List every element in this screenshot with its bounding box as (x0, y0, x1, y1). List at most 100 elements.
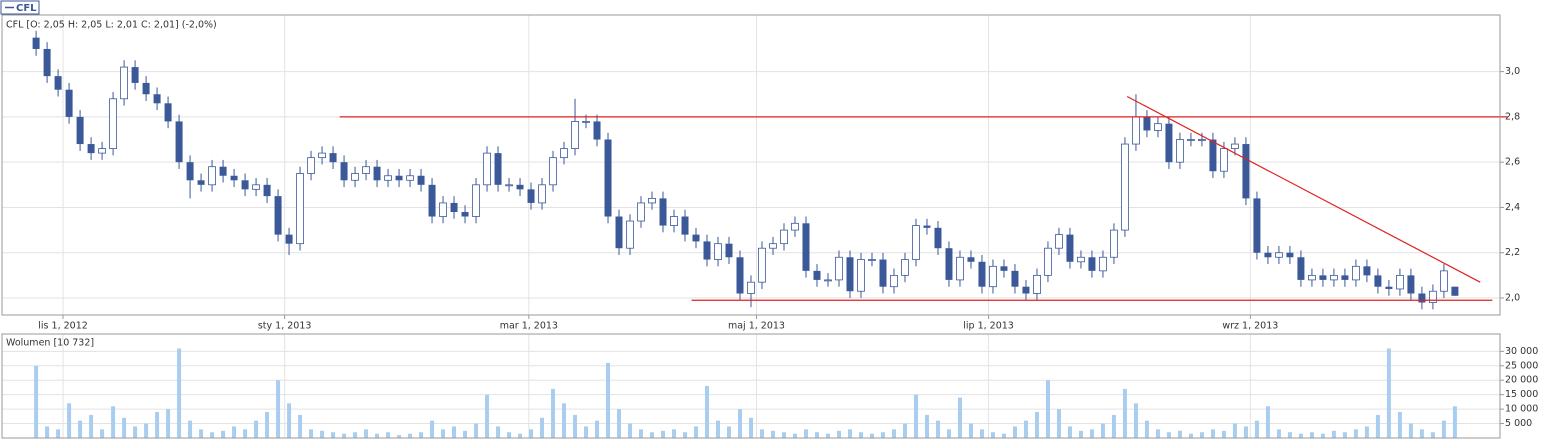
y-tick-label: 25 000 (1505, 360, 1538, 371)
volume-bar (1221, 430, 1226, 438)
candle-body (879, 259, 887, 287)
candle-body (153, 94, 161, 104)
volume-bar (133, 426, 138, 438)
volume-bar (45, 426, 50, 438)
candle-body (604, 139, 612, 217)
volume-bar (1342, 432, 1347, 438)
volume-bar (1001, 433, 1006, 438)
x-tick-label: sty 1, 2013 (258, 321, 312, 332)
volume-bar (243, 429, 248, 438)
candle-body (197, 180, 205, 185)
volume-bar (749, 417, 753, 438)
volume-bar (320, 430, 325, 438)
volume-bar (331, 432, 336, 438)
volume-bar (529, 429, 534, 438)
candle-body (846, 257, 854, 292)
y-tick-label: 2,4 (1505, 202, 1520, 213)
volume-bar (518, 433, 523, 438)
candle-body (263, 184, 271, 197)
candle-body (1044, 247, 1052, 276)
candle-body (824, 279, 832, 282)
volume-bar (1056, 409, 1061, 438)
volume-bar (1111, 414, 1116, 438)
candle-body (1319, 275, 1327, 280)
volume-bar (452, 426, 457, 438)
volume-bar (617, 409, 622, 438)
candle-body (901, 259, 909, 276)
candle-body (791, 222, 799, 231)
candle-body (1099, 256, 1107, 272)
y-tick-label: 20 000 (1505, 375, 1538, 386)
candle-body (1220, 148, 1228, 172)
candle-body (1374, 275, 1382, 287)
volume-bar (364, 429, 369, 438)
volume-bar (1452, 406, 1457, 438)
candle-body (505, 184, 513, 187)
candle-body (351, 173, 359, 181)
candle-body (1066, 234, 1074, 262)
candle-body (703, 241, 711, 260)
candle-body (648, 197, 656, 204)
volume-bar (694, 426, 699, 438)
volume-bar (902, 423, 907, 438)
volume-bar (1089, 429, 1094, 438)
candle-body (1418, 293, 1426, 303)
volume-bar (858, 432, 863, 438)
volume-bar (507, 432, 512, 438)
y-tick-label: 10 000 (1505, 404, 1538, 415)
candle-body (1187, 139, 1195, 141)
volume-bar (770, 430, 775, 438)
volume-bar (386, 432, 391, 438)
volume-bar (650, 432, 655, 438)
volume-bar (1320, 433, 1325, 438)
candle-body (142, 82, 150, 95)
volume-bar (880, 432, 885, 438)
volume-bar (100, 429, 105, 438)
volume-bar (836, 430, 841, 438)
volume-bar (485, 394, 490, 438)
volume-bar (803, 429, 808, 438)
volume-bar (1430, 432, 1435, 438)
candle-body (1110, 229, 1118, 258)
candle-body (1451, 286, 1459, 296)
candle-body (659, 198, 667, 226)
candle-body (417, 175, 425, 185)
volume-title: Wolumen [10 732] (6, 338, 94, 349)
candle-body (956, 256, 964, 281)
volume-bar (1408, 423, 1413, 438)
candle-body (252, 184, 260, 190)
volume-bar (1210, 429, 1215, 438)
volume-bar (781, 432, 786, 438)
volume-bar (89, 414, 94, 438)
candle-body (461, 211, 469, 217)
volume-bar (177, 348, 182, 438)
candle-body (43, 48, 51, 77)
volume-bar (540, 417, 545, 438)
candle-body (934, 227, 942, 249)
candle-body (1011, 270, 1019, 287)
candle-body (131, 67, 139, 83)
y-tick-label: 3,0 (1505, 66, 1520, 77)
plot-layer: 2,0 2,2 2,4 2,6 2,8 3,0 lis 1, 2012 sty 1, 2013… (2, 15, 1538, 438)
candle-body (1275, 252, 1283, 258)
volume-bar (924, 414, 929, 438)
volume-bar (309, 429, 314, 438)
candle-body (560, 148, 568, 159)
candle-body (571, 121, 579, 149)
volume-bar (408, 433, 413, 438)
volume-bar (1276, 429, 1281, 438)
volume-bar (1419, 429, 1424, 438)
volume-bar (869, 433, 874, 438)
candle-body (1088, 257, 1096, 271)
volume-bar (342, 433, 347, 438)
candle-body (329, 153, 337, 163)
candle-body (32, 37, 40, 49)
volume-bar (1133, 403, 1138, 438)
volume-bar (375, 433, 380, 438)
candle-body (1231, 143, 1239, 149)
volume-bar (1199, 432, 1204, 438)
volume-bar (1012, 426, 1017, 438)
candle-body (1440, 270, 1448, 292)
